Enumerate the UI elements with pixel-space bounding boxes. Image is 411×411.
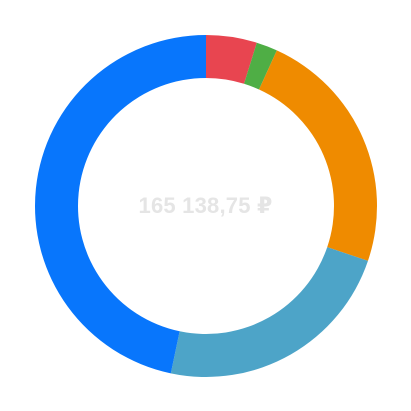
donut-slice-3[interactable]	[259, 50, 377, 261]
donut-slice-2[interactable]	[244, 42, 277, 90]
donut-slice-5[interactable]	[35, 35, 206, 374]
donut-slice-1[interactable]	[206, 35, 257, 84]
donut-slice-4[interactable]	[170, 247, 368, 377]
